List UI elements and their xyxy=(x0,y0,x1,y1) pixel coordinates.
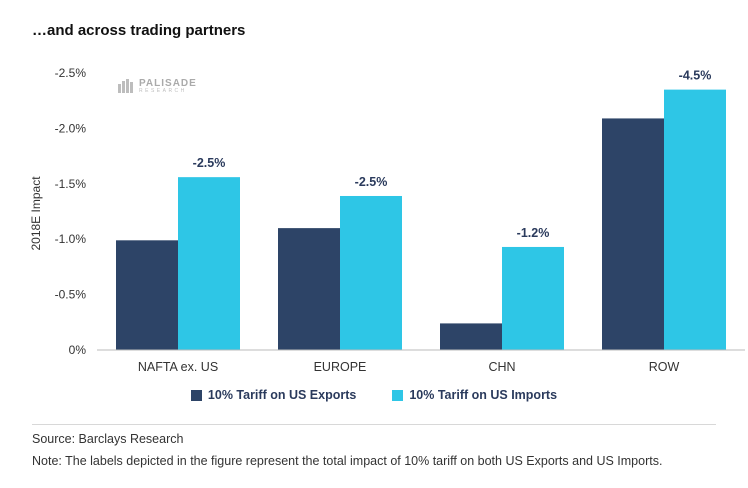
bar-exports xyxy=(440,323,502,350)
legend-label-exports: 10% Tariff on US Exports xyxy=(207,388,357,402)
bar-exports xyxy=(116,240,178,350)
bar-imports xyxy=(178,177,240,350)
palisade-logo-icon xyxy=(118,79,133,93)
bar-exports xyxy=(278,228,340,350)
chart-legend: 10% Tariff on US Exports 10% Tariff on U… xyxy=(0,388,748,402)
y-tick-label: -2.5% xyxy=(55,66,87,80)
watermark-logo: PALISADE RESEARCH xyxy=(117,78,197,94)
total-data-label: -2.5% xyxy=(355,175,388,189)
note-text: Note: The labels depicted in the figure … xyxy=(32,454,663,468)
y-axis-label: 2018E Impact xyxy=(29,176,43,251)
footer-divider xyxy=(32,424,716,425)
bar-imports xyxy=(664,89,726,351)
legend-swatch-imports xyxy=(392,389,404,401)
bar-imports xyxy=(502,246,564,350)
bar-exports xyxy=(602,118,664,350)
y-tick-label: -0.5% xyxy=(55,288,87,302)
total-data-label: -2.5% xyxy=(193,156,226,170)
chart-title: …and across trading partners xyxy=(32,22,246,39)
logo-subtitle: RESEARCH xyxy=(139,87,187,94)
x-tick-label: EUROPE xyxy=(314,360,367,374)
logo-name: PALISADE xyxy=(139,77,197,89)
legend-item-imports: 10% Tariff on US Imports xyxy=(392,388,557,402)
y-tick-label: -1.0% xyxy=(55,232,87,246)
total-data-label: -1.2% xyxy=(517,226,550,240)
y-tick-label: 0% xyxy=(69,343,87,357)
x-tick-label: CHN xyxy=(488,360,515,374)
source-text: Source: Barclays Research xyxy=(32,432,184,446)
total-data-label: -4.5% xyxy=(679,69,712,83)
y-tick-label: -2.0% xyxy=(55,121,87,135)
legend-swatch-exports xyxy=(190,389,202,401)
y-tick-label: -1.5% xyxy=(55,177,87,191)
legend-item-exports: 10% Tariff on US Exports xyxy=(190,388,357,402)
bar-chart: 0% -0.5% -1.0% -1.5% -2.0% -2.5% 2018E Impact -… xyxy=(29,66,745,374)
x-tick-label: ROW xyxy=(649,360,680,374)
legend-label-imports: 10% Tariff on US Imports xyxy=(409,388,558,402)
x-tick-label: NAFTA ex. US xyxy=(138,360,218,374)
bar-imports xyxy=(340,195,402,350)
